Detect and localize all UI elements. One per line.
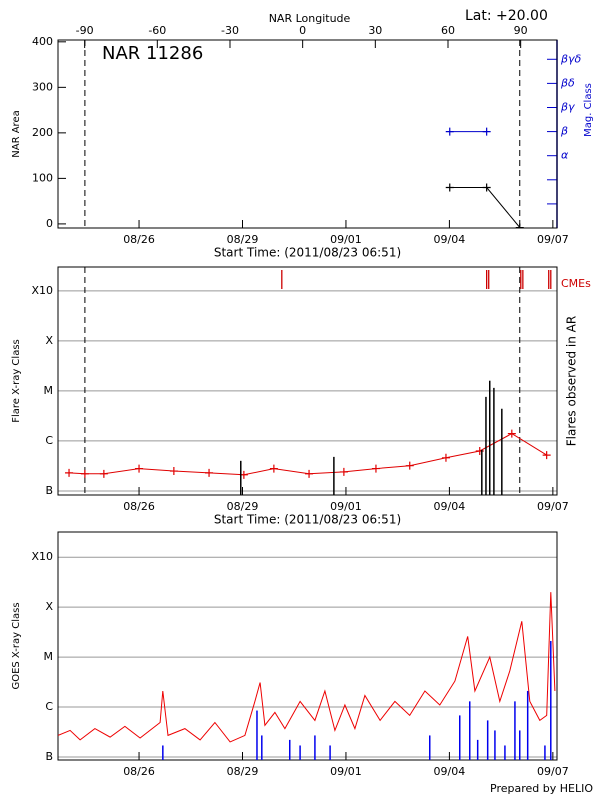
y2-tick-label: βδ: [560, 76, 575, 89]
x-tick-label: 09/01: [330, 500, 362, 513]
y-axis-label: Flare X-ray Class: [11, 339, 22, 423]
plus-marker: [305, 469, 314, 478]
plus-marker: [507, 429, 516, 438]
plus-marker: [65, 468, 74, 477]
x-tick-label: 09/01: [330, 233, 362, 246]
plus-marker: [205, 468, 214, 477]
x2-tick-label: 0: [299, 24, 306, 37]
footer: Prepared by HELIO: [490, 782, 593, 795]
plus-marker: [169, 467, 178, 476]
x-tick-label: 08/26: [123, 500, 155, 513]
y-tick-label: X: [45, 334, 53, 347]
x-tick-label: 08/29: [227, 500, 259, 513]
plot-frame: [57, 531, 558, 761]
x-tick-label: 09/04: [434, 233, 466, 246]
y-tick-label: B: [45, 750, 53, 763]
x-tick-label: 08/29: [227, 233, 259, 246]
plus-marker: [99, 469, 108, 478]
x2-tick-label: 90: [514, 24, 528, 37]
y-tick-label: X10: [31, 284, 53, 297]
y-axis-label: NAR Area: [11, 110, 22, 157]
plot-frame: [57, 266, 558, 496]
x2-axis-label: NAR Longitude: [269, 12, 351, 25]
x-tick-label: 09/04: [434, 500, 466, 513]
x-axis-label: Start Time: (2011/08/23 06:51): [214, 513, 401, 527]
plot-area: [58, 592, 556, 760]
plus-marker: [482, 183, 491, 192]
x-tick-label: 08/26: [123, 233, 155, 246]
x-tick-label: 09/07: [537, 500, 569, 513]
y-tick-label: C: [45, 700, 53, 713]
x-tick-label: 09/07: [537, 765, 569, 778]
plot-area: [65, 267, 552, 495]
y-tick-label: X10: [31, 550, 53, 563]
plus-marker: [371, 464, 380, 473]
plot-frame: [57, 39, 558, 229]
x2-tick-label: 30: [368, 24, 382, 37]
x2-tick-label: -90: [76, 24, 94, 37]
y2-tick-label: α: [561, 149, 569, 162]
x-tick-label: 09/01: [330, 765, 362, 778]
panel-title: NAR 11286: [102, 43, 203, 64]
right-axis-label: Flares observed in AR: [565, 316, 579, 446]
plot-area: [84, 40, 524, 228]
y-tick-label: C: [45, 434, 53, 447]
plus-marker: [80, 469, 89, 478]
y-tick-label: X: [45, 600, 53, 613]
x-axis-label: Start Time: (2011/08/23 06:51): [214, 246, 401, 260]
x2-tick-label: -60: [148, 24, 166, 37]
y-tick-label: M: [44, 384, 54, 397]
x-tick-label: 08/26: [123, 765, 155, 778]
y-tick-label: 100: [32, 171, 53, 184]
y-tick-label: 0: [46, 217, 53, 230]
plus-marker: [269, 464, 278, 473]
y2-axis-label: Mag. Class: [583, 83, 594, 137]
plus-marker: [339, 467, 348, 476]
series-line: [68, 433, 547, 476]
y-tick-label: B: [45, 484, 53, 497]
plus-marker: [482, 127, 491, 136]
x-tick-label: 08/29: [227, 765, 259, 778]
plus-marker: [405, 461, 414, 470]
y2-tick-label: βγδ: [560, 52, 582, 65]
y-tick-label: 300: [32, 80, 53, 93]
plus-marker: [135, 464, 144, 473]
plus-marker: [445, 183, 454, 192]
y-tick-label: 200: [32, 126, 53, 139]
latitude: Lat: +20.00: [465, 8, 548, 24]
plus-marker: [515, 223, 524, 228]
y2-tick-label: β: [560, 125, 568, 138]
x-tick-label: 09/07: [537, 233, 569, 246]
plus-marker: [445, 127, 454, 136]
y2-tick-label: βγ: [560, 100, 575, 113]
x2-tick-label: 60: [441, 24, 455, 37]
event-label: CMEs: [561, 277, 591, 290]
y-axis-label: GOES X-ray Class: [11, 602, 22, 689]
plus-marker: [441, 453, 450, 462]
y-tick-label: 400: [32, 35, 53, 48]
y-tick-label: M: [44, 650, 54, 663]
x2-tick-label: -30: [221, 24, 239, 37]
series-line: [58, 592, 556, 743]
x-tick-label: 09/04: [434, 765, 466, 778]
plus-marker: [542, 451, 551, 460]
